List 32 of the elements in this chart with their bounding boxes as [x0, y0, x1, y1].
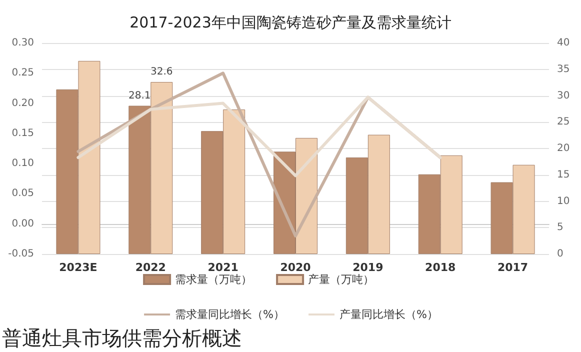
- data-label: 28.1: [128, 90, 151, 102]
- y2-tick-label: 5: [557, 222, 564, 234]
- y-tick-label: 0.10: [12, 158, 34, 170]
- y2-tick-label: 40: [557, 38, 570, 48]
- y-tick-label: 0.05: [12, 188, 34, 200]
- y-tick-label: 0.00: [12, 218, 34, 230]
- legend-label: 产量（万吨）: [308, 273, 374, 286]
- y-tick-label: 0.20: [12, 98, 34, 109]
- y2-tick-label: 35: [557, 64, 570, 75]
- y2-tick-label: 25: [557, 116, 570, 128]
- y-tick-label: 0.30: [12, 38, 34, 48]
- y-tick-label: 0.15: [12, 128, 34, 139]
- x-tick-label: 2019: [352, 261, 384, 274]
- y-tick-label: 0.25: [12, 68, 34, 79]
- chart-title: 2017-2023年中国陶瓷铸造砂产量及需求量统计: [130, 14, 452, 32]
- y2-tick-label: 15: [557, 169, 570, 180]
- y2-tick-label: 0: [557, 248, 564, 260]
- legend-label: 需求量同比增长（%）: [175, 308, 284, 321]
- x-tick-label: 2022: [135, 261, 166, 274]
- text: 普通灶具市场供需分析概述: [2, 326, 242, 350]
- x-tick-label: 2018: [425, 261, 456, 274]
- data-label: 32.6: [150, 66, 173, 78]
- x-tick-label: 2023E: [59, 261, 98, 274]
- y-tick-label: -0.05: [8, 248, 34, 260]
- x-tick-label: 2020: [280, 261, 312, 274]
- y2-tick-label: 20: [557, 143, 570, 154]
- y2-tick-label: 30: [557, 90, 570, 102]
- x-tick-label: 2021: [208, 261, 238, 274]
- legend-label: 需求量（万吨）: [175, 273, 252, 286]
- legend-label: 产量同比增长（%）: [340, 308, 438, 321]
- x-tick-label: 2017: [497, 261, 528, 274]
- y2-tick-label: 10: [557, 196, 570, 207]
